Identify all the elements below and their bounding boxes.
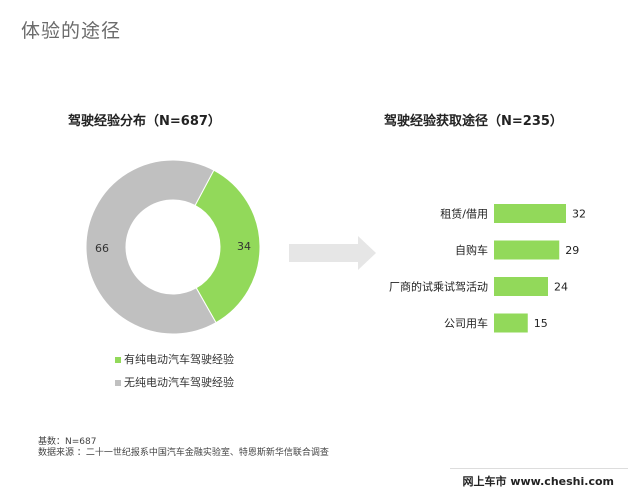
watermark-bar: 网上车市 www.cheshi.com <box>450 468 628 492</box>
bar <box>494 277 548 296</box>
bar-category-label: 厂商的试乘试驾活动 <box>389 280 488 294</box>
bar-value-label: 29 <box>565 244 579 257</box>
legend-item-without-ev-experience: 无纯电动汽车驾驶经验 <box>115 374 234 390</box>
donut-chart: 34 66 <box>85 159 261 335</box>
bar-category-label: 租赁/借用 <box>440 207 488 221</box>
bar-value-label: 32 <box>572 208 586 221</box>
donut-slice <box>194 169 261 324</box>
donut-slice-value: 66 <box>95 242 109 255</box>
legend-swatch <box>115 380 121 386</box>
bar-chart: 租赁/借用 32 自购车 29 厂商的试乘试驾活动 24 公司用车 15 <box>389 204 586 333</box>
donut-chart-title: 驾驶经验分布（N=687） <box>68 114 221 129</box>
bar-value-label: 24 <box>554 281 568 294</box>
bar <box>494 313 528 333</box>
bar-category-label: 公司用车 <box>444 316 488 330</box>
bar <box>494 204 566 223</box>
bar-value-label: 15 <box>534 317 548 330</box>
bar-category-label: 自购车 <box>455 243 488 257</box>
footnote-base: 基数：N=687 <box>38 437 97 447</box>
legend-label: 无纯电动汽车驾驶经验 <box>124 376 234 389</box>
donut-slice <box>85 159 217 335</box>
watermark-text: 网上车市 www.cheshi.com <box>462 475 614 488</box>
page-title: 体验的途径 <box>21 20 122 42</box>
legend-item-with-ev-experience: 有纯电动汽车驾驶经验 <box>115 351 234 367</box>
bar-chart-title: 驾驶经验获取途径（N=235） <box>384 114 563 129</box>
donut-slice-value: 34 <box>237 240 251 253</box>
legend-label: 有纯电动汽车驾驶经验 <box>124 353 234 366</box>
bar <box>494 240 560 260</box>
right-arrow-icon <box>289 236 376 270</box>
footnote-source: 数据来源 ：二十一世纪报系中国汽车金融实验室、特恩斯新华信联合调查 <box>38 448 329 458</box>
legend-swatch <box>115 357 121 363</box>
